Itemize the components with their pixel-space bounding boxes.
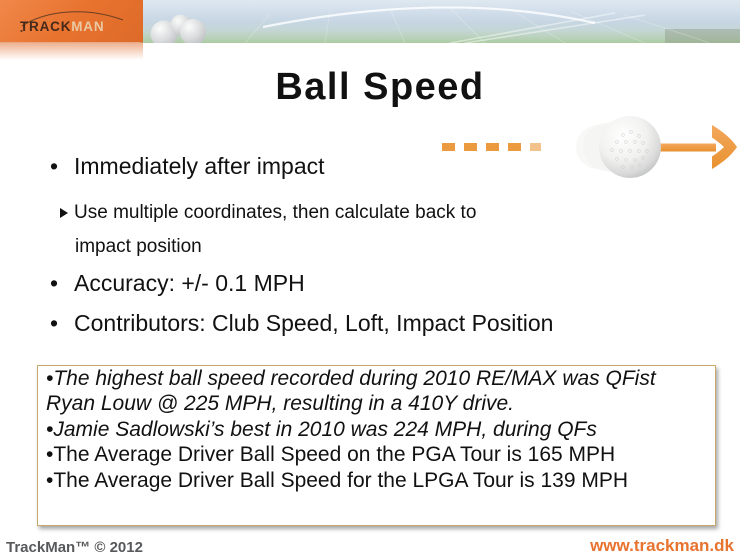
svg-text:TRACKMAN: TRACKMAN (20, 19, 104, 34)
